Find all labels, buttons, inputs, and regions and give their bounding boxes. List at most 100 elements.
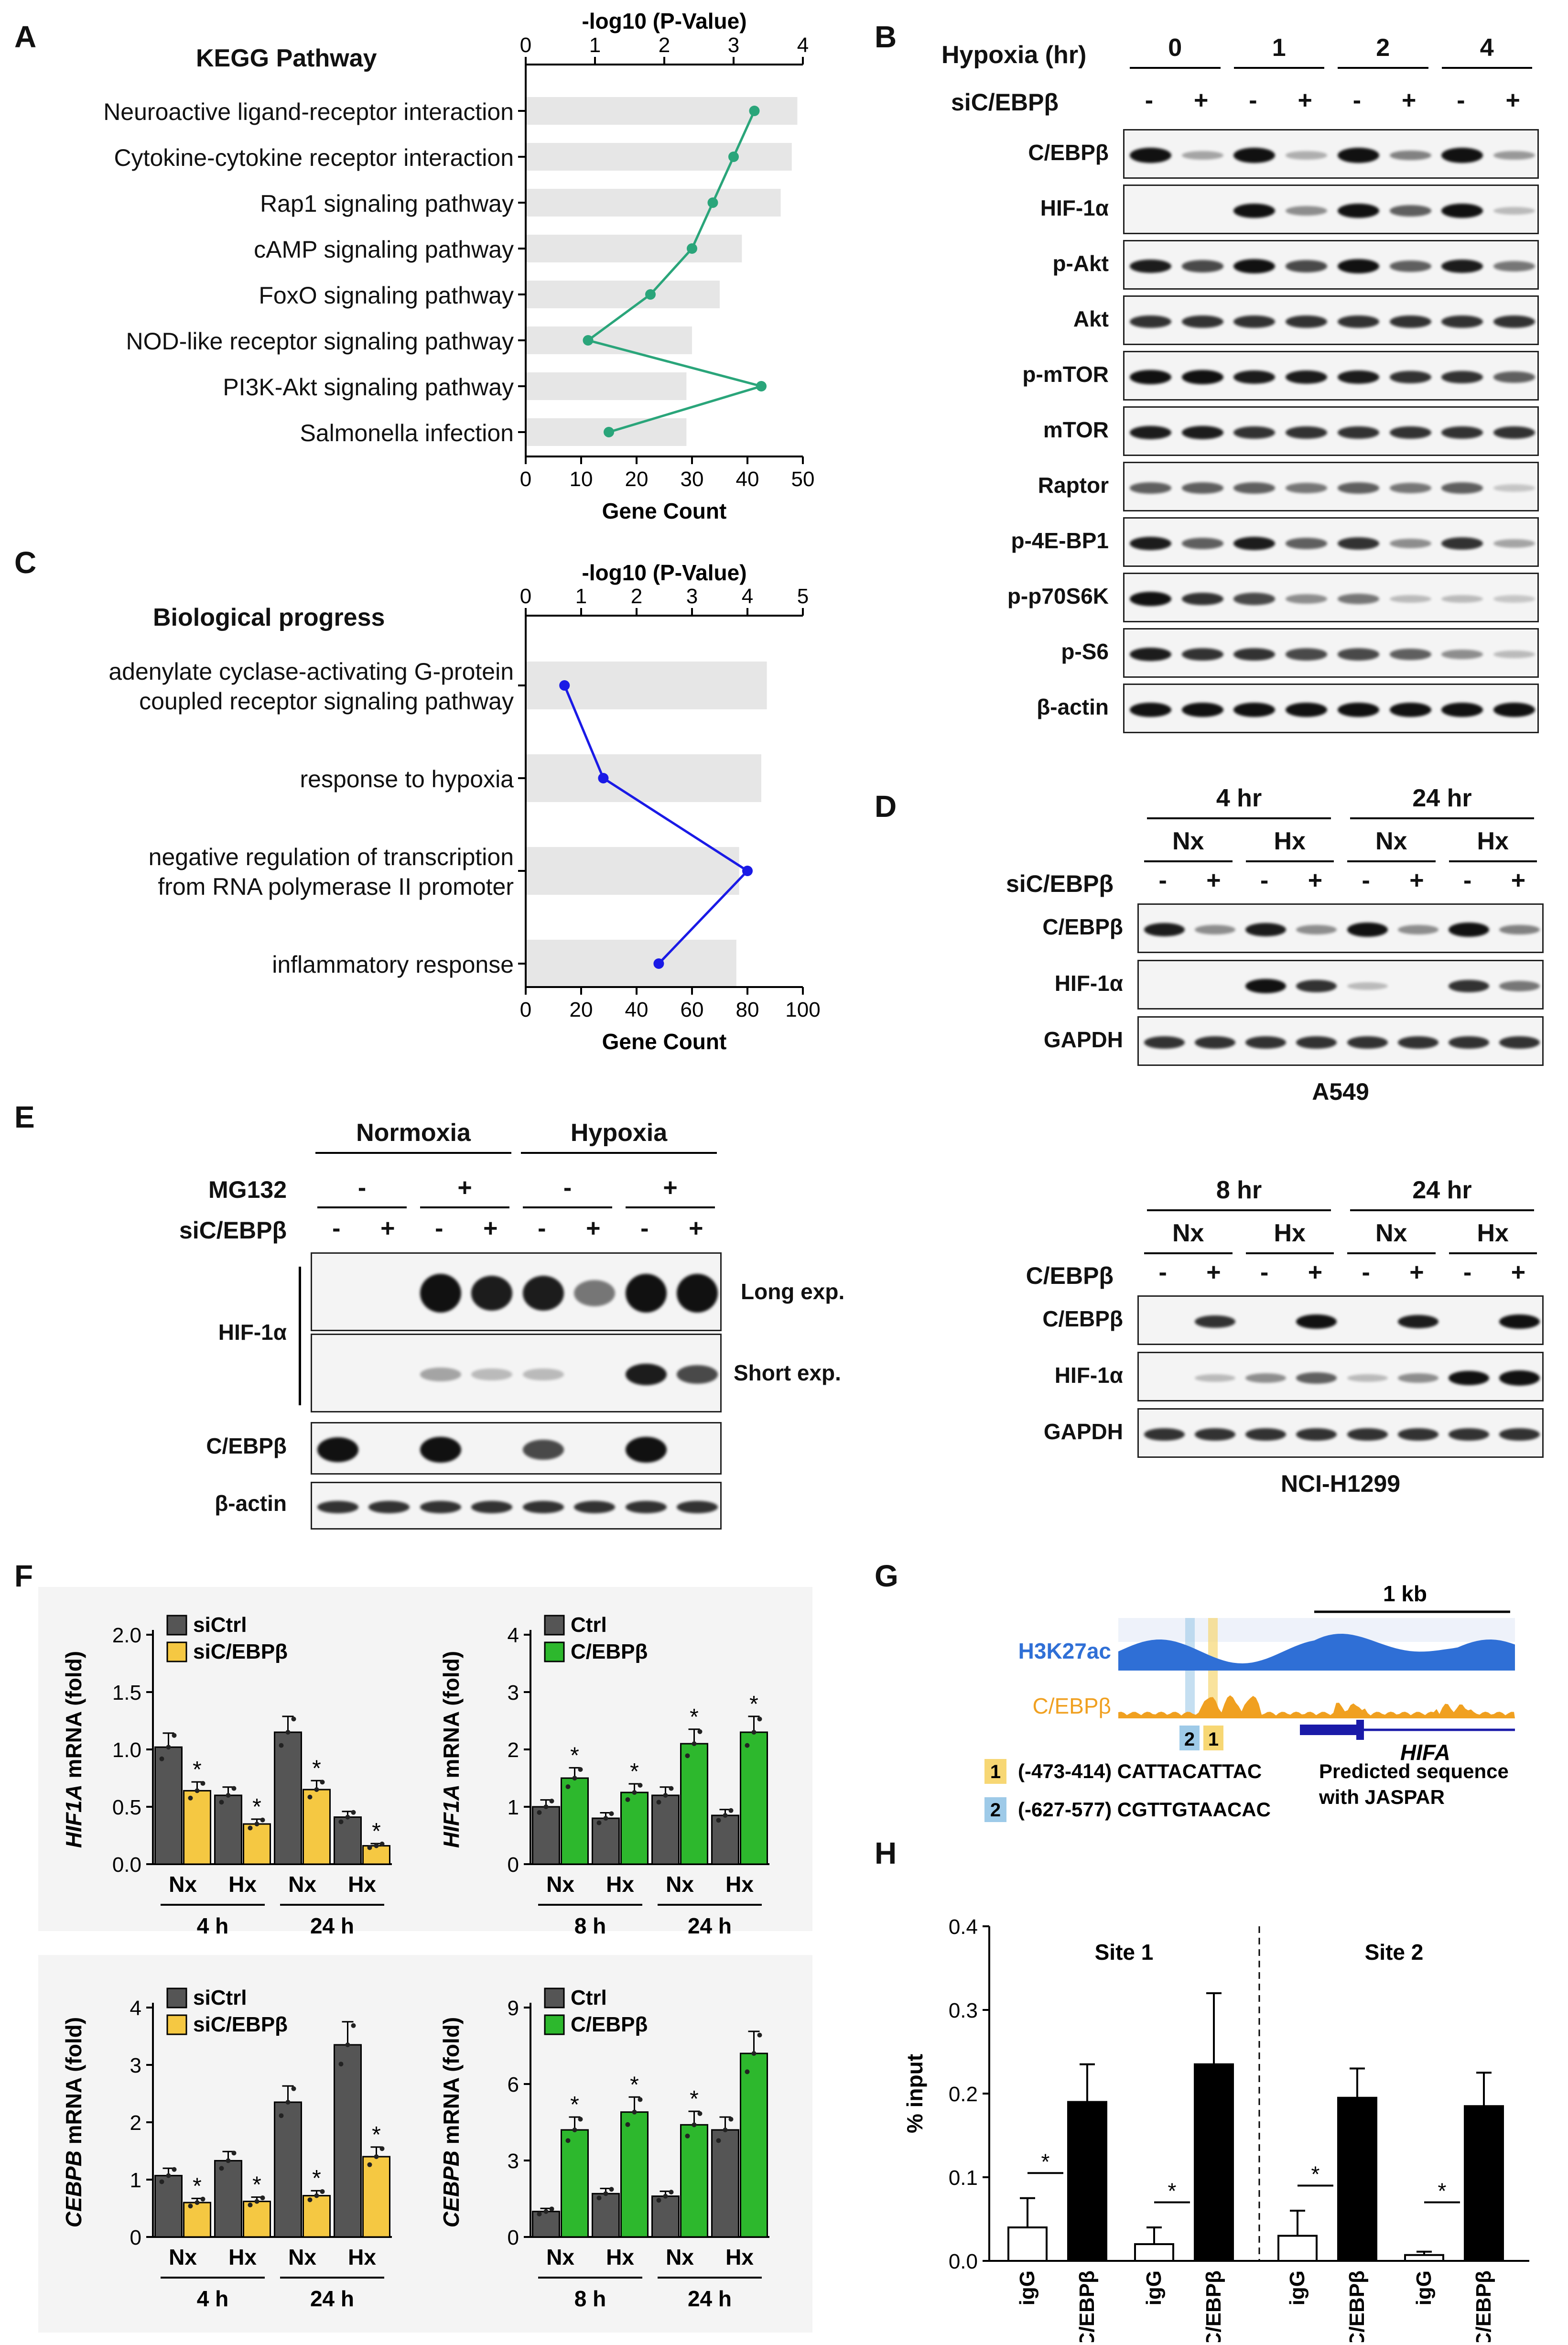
bottom-tick-label: 40 — [736, 467, 759, 491]
blot-band — [1347, 1428, 1388, 1441]
panel-f-charts: 0.0 0.5 1.0 1.5 2.0 HIF1A mRNA (fold) * Nx * Hx * N… — [61, 1613, 769, 2311]
blot-row — [1137, 903, 1544, 953]
condition-label: Nx — [546, 2245, 574, 2269]
legend-swatch — [166, 2014, 187, 2035]
data-point — [367, 1845, 372, 1850]
blot-band — [1449, 922, 1490, 937]
panel-d-label: D — [875, 789, 897, 824]
blot-band — [1449, 979, 1490, 993]
top-tick-label: 2 — [631, 585, 642, 608]
y-tick-label: 9 — [508, 1997, 519, 2020]
blot-row — [311, 1422, 722, 1475]
condition-label: Nx — [288, 2245, 316, 2269]
blot-band — [471, 1368, 513, 1381]
blot-row — [1123, 351, 1539, 401]
blot-band — [1397, 1036, 1438, 1049]
data-point — [248, 1825, 253, 1831]
data-point — [596, 1820, 602, 1825]
blot-band — [1337, 315, 1379, 328]
blot-band — [1233, 702, 1276, 717]
bar — [214, 1794, 242, 1865]
data-point — [578, 2117, 583, 2122]
blot-band — [625, 1273, 667, 1313]
data-point — [663, 1793, 668, 1798]
jaspar-note: with JASPAR — [1319, 1786, 1445, 1808]
data-point — [254, 2199, 260, 2204]
blot-band — [1233, 370, 1276, 384]
data-point — [669, 2190, 674, 2195]
data-point — [159, 1756, 164, 1761]
pvalue-point — [583, 335, 594, 346]
data-point — [716, 2138, 721, 2143]
sign-label: - — [538, 1215, 546, 1242]
bottom-tick-label: 20 — [625, 467, 649, 491]
bottom-axis-label: Gene Count — [602, 1029, 727, 1054]
blot-row — [1123, 517, 1539, 567]
condition-bracket — [1347, 1252, 1436, 1254]
y-tick-label: 0 — [508, 2226, 519, 2249]
si-label: siC/EBPβ — [179, 1217, 287, 1244]
significance-star: * — [570, 2092, 579, 2117]
blot-band — [1181, 482, 1223, 494]
bar — [334, 2044, 362, 2238]
blot-band — [1449, 1370, 1490, 1386]
long-exp-label: Long exp. — [741, 1279, 845, 1304]
time-label: 8 h — [574, 2286, 606, 2311]
group-bracket — [521, 1152, 717, 1154]
panel-c-title: Biological progress — [153, 604, 385, 631]
bar — [1337, 2096, 1377, 2262]
blot-band — [1441, 315, 1483, 328]
blot-band — [1347, 922, 1388, 937]
blot-band — [1493, 595, 1536, 603]
top-tick-label: 1 — [575, 585, 587, 608]
blot-band — [1296, 925, 1337, 934]
bottom-tick-label: 10 — [570, 467, 593, 491]
y-tick-label: 1.5 — [112, 1681, 141, 1704]
blot-row — [1123, 406, 1539, 456]
bar — [243, 2201, 271, 2238]
bar — [620, 1791, 649, 1865]
data-point — [685, 1753, 690, 1759]
site-legend-text: (-473-414) CATTACATTAC — [1018, 1760, 1262, 1782]
blot-band — [1181, 151, 1223, 160]
data-point — [723, 2128, 728, 2132]
blot-band — [420, 1436, 461, 1463]
mg132-bracket — [317, 1206, 407, 1208]
data-point — [307, 1794, 313, 1800]
y-tick-label: 0.1 — [949, 2166, 978, 2190]
top-tick-label: 2 — [659, 33, 670, 57]
bar — [243, 1823, 271, 1865]
blot-band — [1233, 315, 1276, 328]
blot-band — [1347, 982, 1388, 990]
significance-star: * — [372, 1819, 381, 1844]
si-label: siC/EBPβ — [951, 89, 1059, 116]
f-chart: 0.0 0.5 1.0 1.5 2.0 HIF1A mRNA (fold) * Nx * Hx * N… — [61, 1613, 392, 1938]
site-legend-box — [984, 1759, 1006, 1784]
blot-row-label: β-actin — [1037, 695, 1109, 719]
panel-e-label: E — [14, 1100, 35, 1134]
legend-swatch — [544, 1615, 565, 1636]
condition-label: Nx — [1375, 827, 1407, 855]
sign-label: + — [380, 1215, 395, 1242]
blot-band — [1347, 1036, 1388, 1049]
condition-label: Nx — [666, 1872, 694, 1897]
treatment-label: siC/EBPβ — [1006, 870, 1114, 897]
blot-band — [1493, 151, 1536, 160]
data-point — [166, 1745, 171, 1750]
blot-band — [1286, 594, 1328, 604]
data-point — [751, 2051, 757, 2056]
blot-band — [1129, 425, 1171, 440]
y-tick-label: 0.0 — [949, 2250, 978, 2273]
pvalue-point — [653, 958, 664, 969]
blot-band — [1286, 370, 1328, 384]
data-point — [565, 2138, 571, 2143]
blot-band — [1493, 702, 1536, 717]
blot-row-label: p-S6 — [1061, 639, 1109, 664]
pvalue-point — [559, 680, 570, 691]
data-point — [632, 2109, 637, 2115]
site-1-number: 1 — [1208, 1729, 1219, 1750]
panel-a-title: KEGG Pathway — [196, 44, 377, 72]
blot-band — [1233, 259, 1276, 274]
pvalue-point — [742, 866, 753, 876]
top-tick-label: 4 — [742, 585, 753, 608]
